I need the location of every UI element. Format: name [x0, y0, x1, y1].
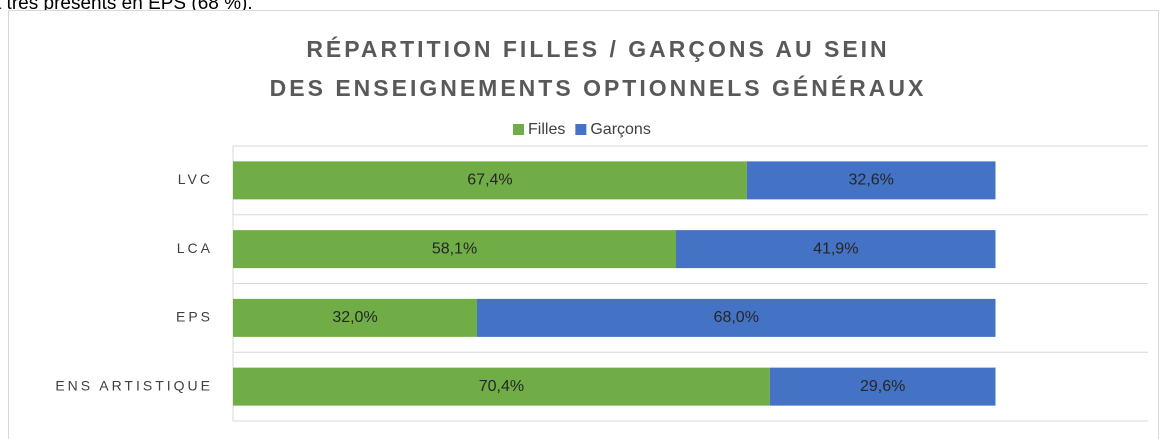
bar-segment: [746, 161, 996, 200]
data-label: 41,9%: [813, 240, 858, 257]
bar-segment: [676, 230, 996, 269]
bar-segment: [477, 298, 996, 337]
data-label: 67,4%: [467, 172, 512, 189]
category-label: ENS ARTISTIQUE: [55, 377, 213, 393]
chart-border: [8, 10, 1159, 439]
data-label: 58,1%: [432, 240, 477, 257]
legend-label: Filles: [528, 121, 565, 138]
data-label: 32,6%: [849, 172, 894, 189]
chart-title: RÉPARTITION FILLES / GARÇONS AU SEIN: [306, 35, 889, 62]
bar-segment: [233, 161, 747, 200]
legend-swatch: [575, 124, 587, 135]
legend-label: Garçons: [590, 121, 650, 138]
bar-segment: [769, 367, 996, 406]
data-label: 70,4%: [479, 378, 524, 395]
legend-swatch: [513, 124, 524, 135]
category-label: EPS: [176, 309, 213, 325]
data-label: 32,0%: [332, 309, 377, 326]
bar-segment: [233, 230, 677, 269]
data-label: 68,0%: [714, 309, 759, 326]
category-label: LVC: [178, 171, 213, 187]
bar-segment: [233, 367, 770, 406]
category-label: LCA: [177, 240, 213, 256]
data-label: 29,6%: [860, 378, 905, 395]
chart-title: DES ENSEIGNEMENTS OPTIONNELS GÉNÉRAUX: [270, 74, 927, 101]
bar-segment: [233, 298, 477, 337]
